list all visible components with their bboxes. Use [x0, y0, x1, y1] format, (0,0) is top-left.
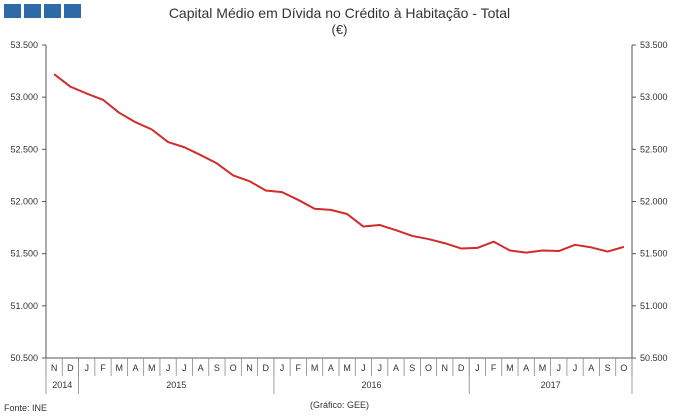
x-tick-label-month: A [523, 363, 529, 373]
y-tick-label-right: 50.500 [640, 353, 668, 363]
gee-logo [4, 4, 81, 18]
y-tick-label-right: 52.500 [640, 144, 668, 154]
y-tick-label-left: 51.000 [10, 301, 38, 311]
y-tick-label-left: 52.500 [10, 144, 38, 154]
y-tick-label-left: 52.000 [10, 197, 38, 207]
y-tick-label-right: 53.500 [640, 40, 668, 50]
x-tick-label-month: N [442, 363, 449, 373]
x-tick-label-month: S [409, 363, 415, 373]
x-tick-label-month: M [539, 363, 547, 373]
y-tick-label-left: 53.500 [10, 40, 38, 50]
x-tick-label-month: F [491, 363, 497, 373]
x-tick-label-month: N [51, 363, 58, 373]
logo-square [44, 4, 61, 18]
x-tick-label-month: A [328, 363, 334, 373]
x-tick-label-month: O [230, 363, 237, 373]
x-tick-label-month: F [296, 363, 302, 373]
chart-title: Capital Médio em Dívida no Crédito à Hab… [168, 5, 511, 21]
x-tick-label-month: J [182, 363, 187, 373]
x-tick-label-month: J [166, 363, 171, 373]
y-tick-label-left: 51.500 [10, 249, 38, 259]
x-tick-label-month: J [84, 363, 89, 373]
x-tick-label-month: M [506, 363, 514, 373]
y-tick-label-right: 52.000 [640, 197, 668, 207]
x-tick-label-month: O [620, 363, 627, 373]
x-tick-label-month: A [393, 363, 399, 373]
x-tick-label-month: M [311, 363, 319, 373]
y-tick-label-right: 53.000 [640, 92, 668, 102]
x-tick-label-month: J [475, 363, 480, 373]
x-tick-label-year: 2017 [541, 380, 561, 390]
x-tick-label-month: J [557, 363, 562, 373]
x-tick-label-month: S [605, 363, 611, 373]
x-tick-label-month: A [588, 363, 594, 373]
x-tick-label-month: M [343, 363, 351, 373]
y-tick-label-left: 53.000 [10, 92, 38, 102]
logo-square [4, 4, 21, 18]
x-tick-label-month: F [100, 363, 106, 373]
y-tick-label-left: 50.500 [10, 353, 38, 363]
x-tick-label-year: 2014 [52, 380, 72, 390]
x-tick-label-month: A [198, 363, 204, 373]
x-tick-label-month: J [573, 363, 578, 373]
x-tick-label-month: A [133, 363, 139, 373]
x-tick-label-month: M [148, 363, 156, 373]
x-tick-label-month: J [361, 363, 366, 373]
series-line-total [53, 73, 625, 254]
x-tick-label-month: D [458, 363, 465, 373]
x-tick-label-month: J [377, 363, 382, 373]
logo-square [24, 4, 41, 18]
chart-subtitle: (€) [331, 22, 348, 37]
x-tick-label-month: S [214, 363, 220, 373]
source-note: Fonte: INE [4, 403, 48, 413]
logo-square [64, 4, 81, 18]
x-tick-label-month: M [116, 363, 124, 373]
x-tick-label-year: 2016 [362, 380, 382, 390]
x-tick-label-month: D [263, 363, 270, 373]
chart-credit: (Gráfico: GEE) [309, 400, 369, 410]
x-tick-label-month: O [425, 363, 432, 373]
x-tick-label-year: 2015 [166, 380, 186, 390]
x-tick-label-month: N [246, 363, 253, 373]
y-tick-label-right: 51.000 [640, 301, 668, 311]
x-tick-label-month: D [67, 363, 74, 373]
x-tick-label-month: J [280, 363, 285, 373]
y-tick-label-right: 51.500 [640, 249, 668, 259]
